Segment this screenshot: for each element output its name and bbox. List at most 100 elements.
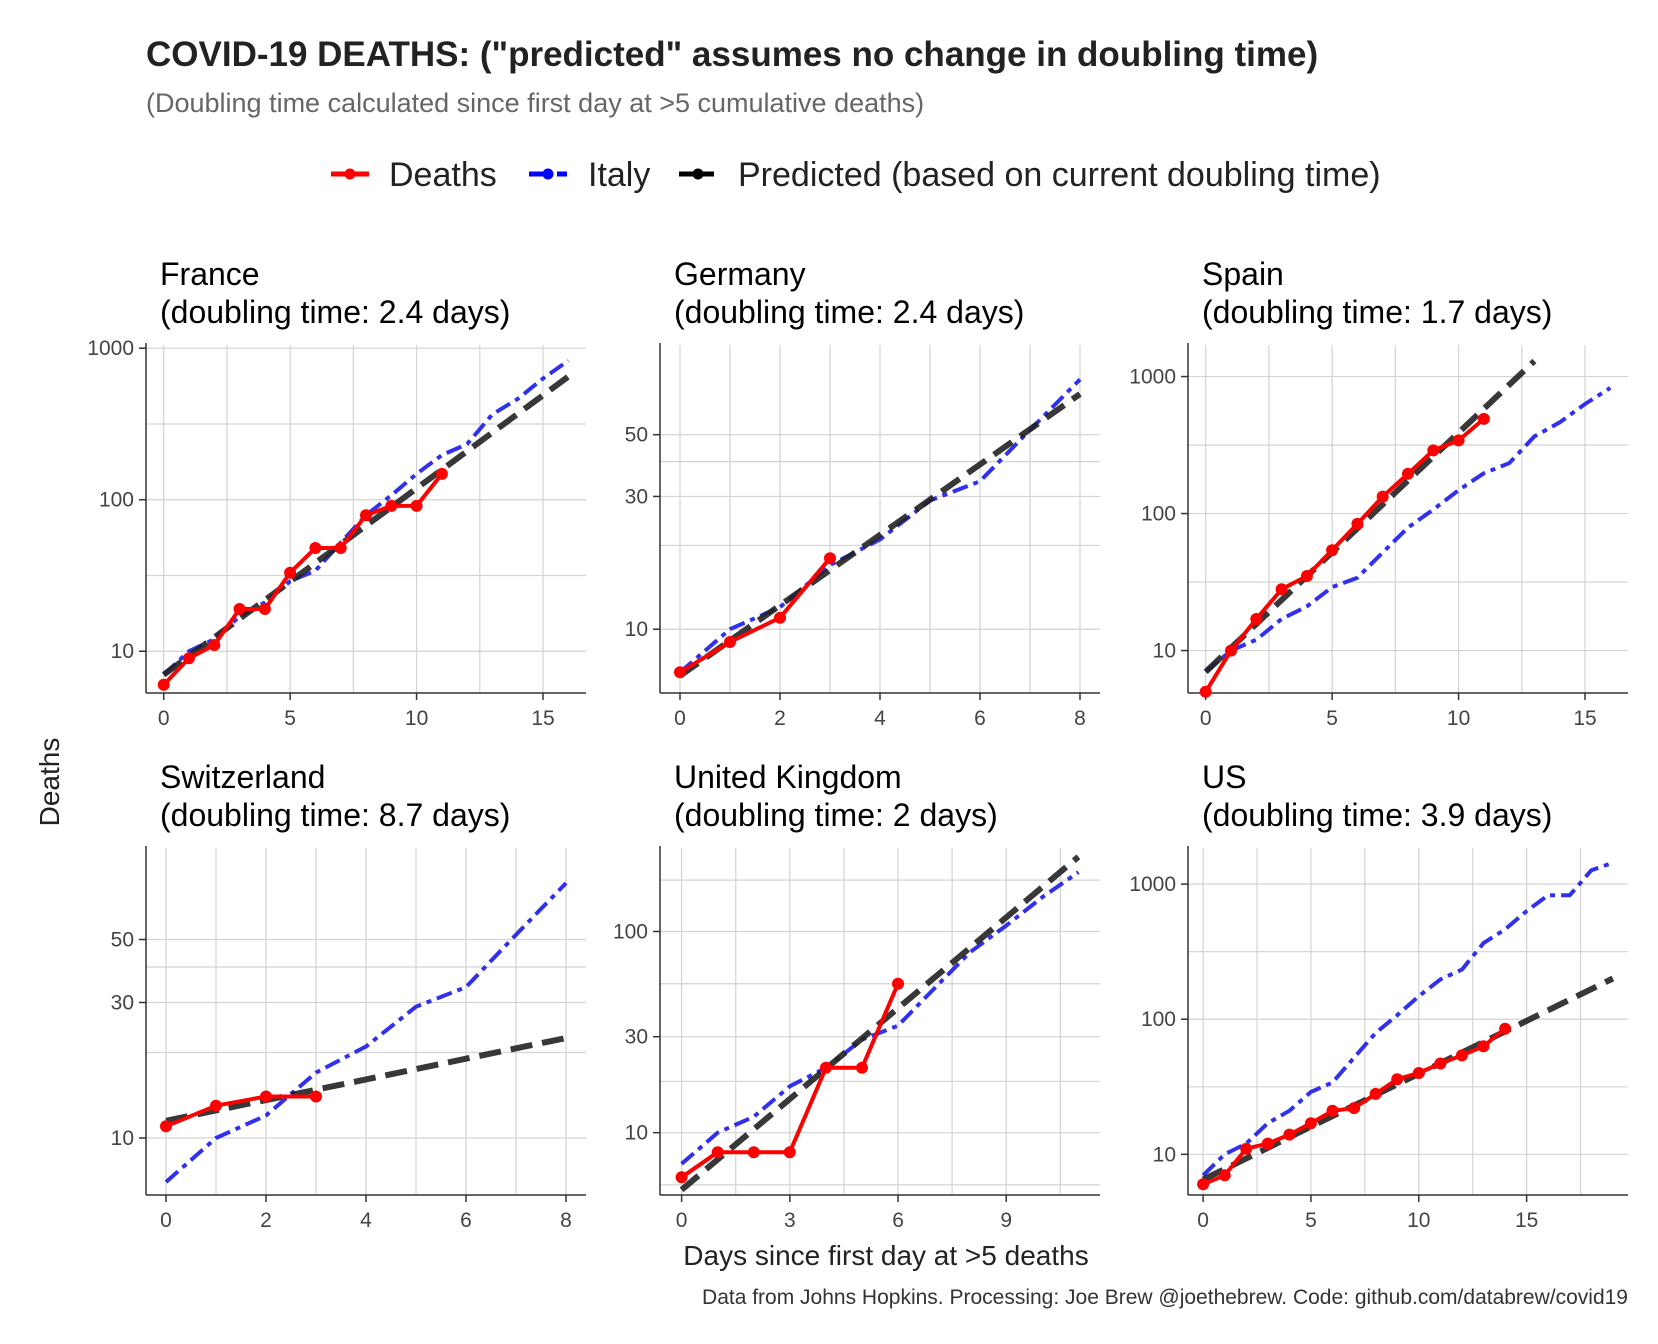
x-tick-label: 0	[160, 1209, 172, 1232]
legend-predicted-marker	[692, 168, 704, 180]
data-point-deaths-spain	[1427, 444, 1440, 457]
x-tick-label: 2	[260, 1209, 272, 1232]
x-tick-label: 0	[1197, 1209, 1209, 1232]
data-point-deaths-spain	[1477, 412, 1490, 425]
y-tick-label: 10	[1153, 640, 1176, 663]
legend-deaths-label: Deaths	[389, 156, 497, 194]
x-tick-label: 9	[1000, 1209, 1012, 1232]
data-point-deaths-us	[1455, 1049, 1468, 1062]
panel-spain: Spain(doubling time: 1.7 days) 0 5 10 15 10 10…	[1129, 256, 1628, 730]
y-tick-label: 100	[99, 489, 134, 512]
data-point-deaths-spain	[1376, 490, 1389, 503]
data-point-deaths-us	[1412, 1067, 1425, 1079]
panel-title-us: US	[1202, 759, 1246, 795]
panel-germany: Germany(doubling time: 2.4 days) 0 2 4 6 8 10 3…	[625, 256, 1100, 730]
x-tick-label: 6	[892, 1209, 904, 1232]
data-point-deaths-france	[309, 542, 322, 554]
series-line-italy-united-kingdom	[680, 870, 1080, 1166]
data-point-deaths-united-kingdom	[675, 1171, 688, 1184]
data-point-deaths-switzerland	[210, 1099, 222, 1112]
x-tick-label: 5	[1305, 1209, 1317, 1232]
x-tick-label: 15	[1573, 707, 1596, 730]
series-line-predicted-based-on-current-doubling-time-france	[161, 374, 571, 678]
panel-title-germany: Germany	[674, 256, 806, 292]
panel-title-switzerland: Switzerland	[160, 759, 325, 795]
series-line-predicted-based-on-current-doubling-time-germany	[678, 391, 1082, 679]
series-line-italy-us	[1201, 860, 1614, 1177]
x-tick-label: 4	[874, 707, 886, 730]
data-point-deaths-spain	[1351, 517, 1364, 530]
x-tick-label: 0	[676, 1209, 688, 1232]
data-point-deaths-us	[1477, 1040, 1490, 1053]
data-point-deaths-spain	[1402, 467, 1414, 480]
series-line-deaths-switzerland	[165, 1094, 316, 1129]
data-point-deaths-france	[233, 603, 246, 615]
y-tick-label: 1000	[1129, 366, 1176, 389]
panel-switzerland: Switzerland(doubling time: 8.7 days) 0 2 4 6…	[111, 759, 586, 1232]
y-tick-label: 50	[625, 424, 648, 447]
data-point-deaths-united-kingdom	[747, 1146, 760, 1159]
data-point-deaths-germany	[724, 636, 736, 648]
series-line-italy-spain	[1204, 386, 1612, 674]
series-line-predicted-based-on-current-doubling-time-switzerland	[165, 1035, 567, 1124]
panel-france: France(doubling time: 2.4 days) 0 5 10 15 10 1…	[87, 256, 586, 730]
data-point-deaths-united-kingdom	[783, 1146, 796, 1159]
x-tick-label: 8	[1074, 707, 1086, 730]
data-point-deaths-france	[284, 566, 297, 579]
data-point-deaths-germany	[774, 611, 786, 624]
series-line-deaths-germany	[678, 556, 832, 675]
data-point-deaths-spain	[1300, 570, 1313, 582]
x-tick-label: 5	[1326, 707, 1338, 730]
legend: Deaths Italy Predicted (based on current…	[331, 156, 1381, 194]
chart-title: COVID-19 DEATHS: ("predicted" assumes no…	[146, 35, 1318, 74]
legend-deaths-marker	[344, 168, 356, 180]
x-tick-label: 10	[1447, 707, 1470, 730]
panel-title-france: France	[160, 256, 260, 292]
panel-subtitle-germany: (doubling time: 2.4 days)	[674, 294, 1024, 330]
data-point-deaths-switzerland	[160, 1120, 172, 1133]
y-tick-label: 10	[111, 1127, 134, 1150]
series-line-predicted-based-on-current-doubling-time-us	[1201, 975, 1615, 1183]
panel-subtitle-france: (doubling time: 2.4 days)	[160, 294, 510, 330]
y-tick-label: 10	[625, 1122, 648, 1145]
data-point-deaths-us	[1283, 1128, 1296, 1141]
y-tick-label: 50	[111, 929, 134, 952]
data-point-deaths-spain	[1225, 644, 1237, 657]
data-point-deaths-spain	[1275, 583, 1288, 596]
data-point-deaths-us	[1304, 1117, 1317, 1130]
y-tick-label: 30	[111, 992, 134, 1015]
data-point-deaths-france	[385, 499, 398, 512]
y-tick-label: 10	[111, 640, 134, 663]
data-point-deaths-france	[208, 639, 221, 651]
panel-subtitle-switzerland: (doubling time: 8.7 days)	[160, 797, 510, 833]
data-point-deaths-spain	[1199, 685, 1212, 698]
x-tick-label: 3	[784, 1209, 796, 1232]
y-axis-title: Deaths	[34, 738, 65, 827]
series-line-predicted-based-on-current-doubling-time-spain	[1203, 358, 1537, 674]
data-point-deaths-france	[258, 603, 271, 615]
y-tick-label: 30	[625, 485, 648, 508]
data-point-deaths-united-kingdom	[819, 1061, 832, 1074]
panel-subtitle-us: (doubling time: 3.9 days)	[1202, 797, 1552, 833]
data-point-deaths-france	[157, 678, 170, 691]
x-tick-label: 2	[774, 707, 786, 730]
y-tick-label: 100	[613, 920, 648, 943]
panels: France(doubling time: 2.4 days)0 5 10 15101…	[87, 256, 1628, 1232]
x-tick-label: 0	[1200, 707, 1212, 730]
data-point-deaths-spain	[1326, 544, 1339, 557]
legend-predicted-label: Predicted (based on current doubling tim…	[738, 156, 1381, 194]
x-tick-label: 10	[405, 707, 428, 730]
data-point-deaths-us	[1348, 1102, 1361, 1115]
series-line-deaths-france	[162, 472, 444, 687]
legend-italy-marker	[542, 168, 554, 180]
data-point-deaths-france	[334, 542, 347, 554]
x-tick-label: 5	[284, 707, 296, 730]
data-point-deaths-spain	[1452, 434, 1465, 447]
panel-subtitle-spain: (doubling time: 1.7 days)	[1202, 294, 1552, 330]
data-point-deaths-united-kingdom	[892, 977, 904, 990]
x-tick-label: 4	[360, 1209, 372, 1232]
data-point-deaths-us	[1326, 1104, 1339, 1117]
data-point-deaths-us	[1240, 1142, 1253, 1155]
data-point-deaths-france	[410, 499, 423, 512]
x-tick-label: 0	[674, 707, 686, 730]
